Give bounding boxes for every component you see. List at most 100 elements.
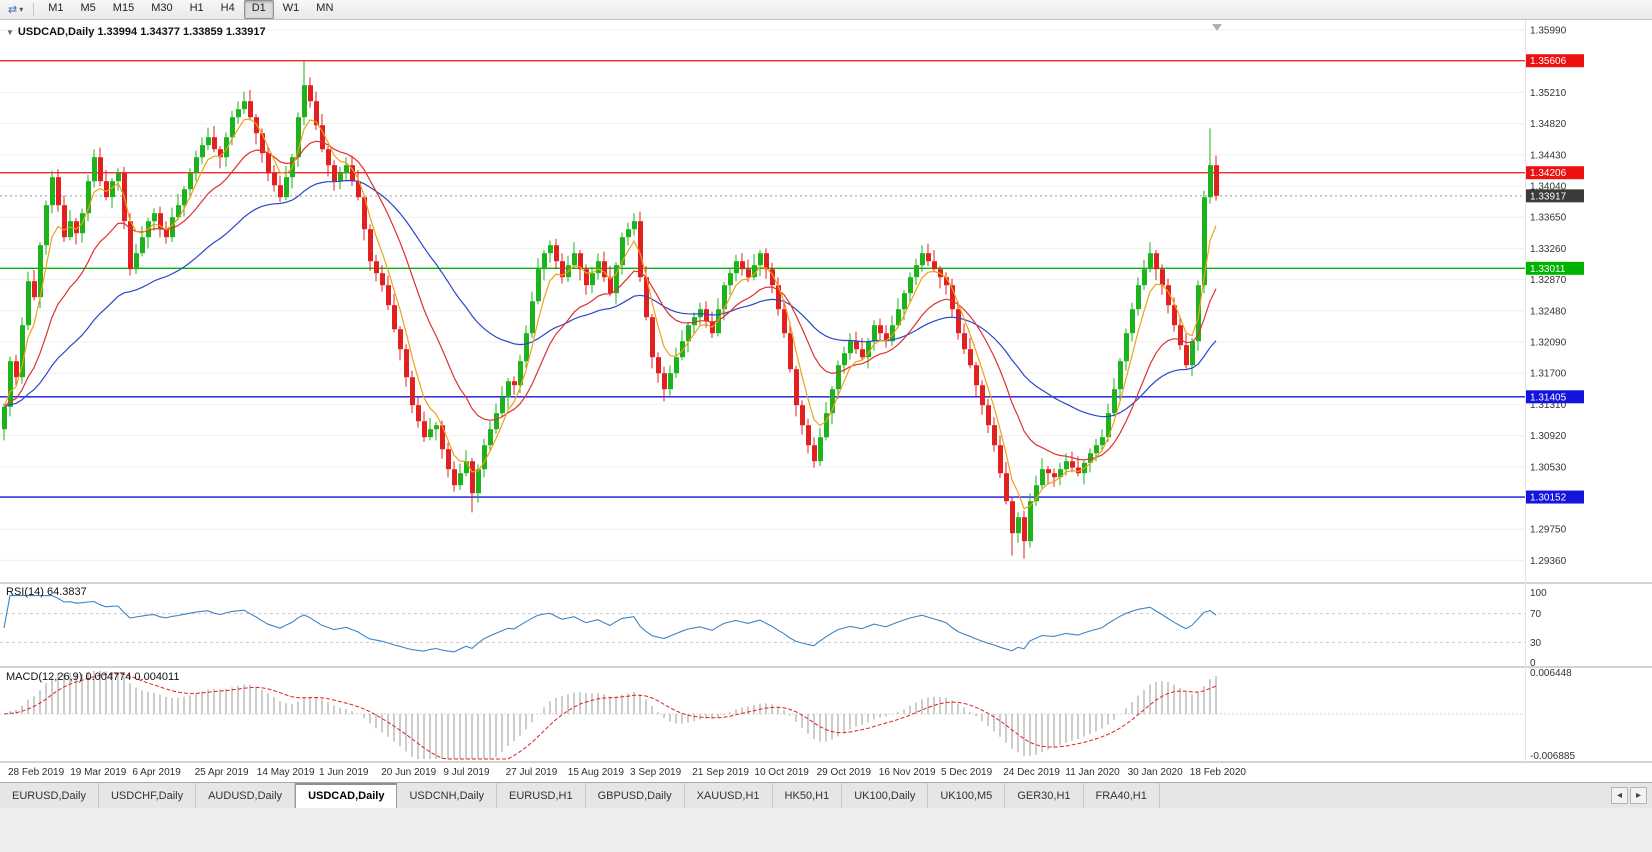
medium-ma-line (3, 140, 1217, 461)
chart-ohlc-text: USDCAD,Daily 1.33994 1.34377 1.33859 1.3… (17, 26, 266, 38)
svg-text:3 Sep 2019: 3 Sep 2019 (630, 767, 682, 778)
svg-text:1.32870: 1.32870 (1530, 275, 1567, 286)
toolbar: ⇄ ▾ M1 M5 M15 M30 H1 H4 D1 W1 MN (0, 0, 1652, 20)
macd-label: MACD(12,26,9) 0.004774 0.004011 (6, 671, 180, 683)
macd-histogram (9, 671, 1217, 759)
time-axis: 28 Feb 2019 19 Mar 2019 6 Apr 2019 25 Apr 2… (8, 767, 1246, 778)
svg-text:29 Oct 2019: 29 Oct 2019 (817, 767, 872, 778)
collapse-triangle-icon[interactable]: ▼ (6, 27, 14, 37)
svg-text:100: 100 (1530, 588, 1547, 599)
svg-text:1.33650: 1.33650 (1530, 213, 1567, 224)
macd-pane: 0.006448 -0.006885 (0, 668, 1575, 762)
ma-lines (3, 118, 1217, 510)
tab-scroll-arrows: ◂ ▸ (1611, 783, 1652, 808)
chart-tools-icon: ⇄ (8, 3, 18, 16)
svg-text:1.35606: 1.35606 (1530, 56, 1567, 67)
chart-tab[interactable]: USDCHF,Daily (99, 783, 197, 808)
svg-text:1.31405: 1.31405 (1530, 392, 1567, 403)
chart-tab[interactable]: AUDUSD,Daily (196, 783, 296, 808)
svg-text:1.35210: 1.35210 (1530, 88, 1567, 99)
svg-text:30 Jan 2020: 30 Jan 2020 (1128, 767, 1183, 778)
svg-text:14 May 2019: 14 May 2019 (257, 767, 315, 778)
svg-text:15 Aug 2019: 15 Aug 2019 (568, 767, 625, 778)
chart-tab[interactable]: XAUUSD,H1 (685, 783, 773, 808)
timeframe-button-m5[interactable]: M5 (80, 2, 96, 14)
chart-canvas[interactable]: 1.35990 1.35210 1.34820 1.34430 1.34040 1.336… (0, 20, 1652, 782)
timeframe-button-d1[interactable]: D1 (243, 0, 274, 19)
chart-tab[interactable]: HK50,H1 (773, 783, 843, 808)
price-axis: 1.35990 1.35210 1.34820 1.34430 1.34040 1.336… (1530, 26, 1567, 567)
candlesticks (2, 60, 1219, 559)
svg-text:0: 0 (1530, 658, 1536, 669)
svg-text:1.34206: 1.34206 (1530, 168, 1567, 179)
svg-text:1.34820: 1.34820 (1530, 119, 1567, 130)
svg-text:24 Dec 2019: 24 Dec 2019 (1003, 767, 1060, 778)
svg-text:25 Apr 2019: 25 Apr 2019 (195, 767, 249, 778)
svg-text:16 Nov 2019: 16 Nov 2019 (879, 767, 936, 778)
chevron-down-icon: ▾ (19, 4, 24, 14)
svg-text:1.29360: 1.29360 (1530, 556, 1567, 567)
svg-text:1.33011: 1.33011 (1530, 264, 1566, 275)
svg-text:1.31310: 1.31310 (1530, 400, 1567, 411)
rsi-label: RSI(14) 64.3837 (6, 586, 87, 598)
tab-scroll-left-button[interactable]: ◂ (1611, 787, 1628, 804)
chart-tab[interactable]: GBPUSD,Daily (586, 783, 685, 808)
price-grid (0, 29, 1525, 561)
chart-tab[interactable]: GER30,H1 (1005, 783, 1084, 808)
macd-signal-line (3, 673, 1217, 760)
rsi-pane: 100 70 30 0 (0, 588, 1547, 669)
svg-text:19 Mar 2019: 19 Mar 2019 (70, 767, 127, 778)
horizontal-levels: 1.35606 1.34206 1.33917 1.33011 1.31405 1.301… (0, 54, 1584, 504)
svg-text:20 Jun 2019: 20 Jun 2019 (381, 767, 436, 778)
svg-text:30: 30 (1530, 638, 1542, 649)
svg-text:10 Oct 2019: 10 Oct 2019 (754, 767, 809, 778)
chart-info-line: ▼ USDCAD,Daily 1.33994 1.34377 1.33859 1… (6, 26, 266, 38)
svg-text:1.30920: 1.30920 (1530, 431, 1567, 442)
svg-text:0.006448: 0.006448 (1530, 668, 1572, 679)
chart-tab-strip: EURUSD,Daily USDCHF,Daily AUDUSD,Daily USDC… (0, 783, 1160, 808)
svg-text:5 Dec 2019: 5 Dec 2019 (941, 767, 993, 778)
chart-tab[interactable]: USDCAD,Daily (295, 783, 398, 808)
rsi-line (3, 595, 1217, 653)
timeframe-button-h4[interactable]: H4 (220, 2, 235, 14)
chart-shift-marker (1212, 24, 1222, 31)
chart-tab[interactable]: FRA40,H1 (1084, 783, 1160, 808)
svg-text:27 Jul 2019: 27 Jul 2019 (506, 767, 558, 778)
svg-text:11 Jan 2020: 11 Jan 2020 (1065, 767, 1120, 778)
timeframe-button-m1[interactable]: M1 (48, 2, 64, 14)
svg-text:18 Feb 2020: 18 Feb 2020 (1190, 767, 1247, 778)
timeframe-button-h1[interactable]: H1 (189, 2, 204, 14)
timeframe-button-mn[interactable]: MN (316, 2, 334, 14)
tab-scroll-right-button[interactable]: ▸ (1630, 787, 1647, 804)
svg-text:1.33260: 1.33260 (1530, 244, 1567, 255)
svg-text:1.30152: 1.30152 (1530, 493, 1567, 504)
svg-text:1.33917: 1.33917 (1530, 191, 1567, 202)
svg-text:1.32480: 1.32480 (1530, 306, 1567, 317)
svg-text:70: 70 (1530, 609, 1542, 620)
svg-text:6 Apr 2019: 6 Apr 2019 (132, 767, 181, 778)
svg-text:1 Jun 2019: 1 Jun 2019 (319, 767, 369, 778)
svg-text:28 Feb 2019: 28 Feb 2019 (8, 767, 65, 778)
fast-ma-line (3, 118, 1217, 510)
chart-tools-button[interactable]: ⇄ ▾ (4, 1, 27, 19)
chart-tab[interactable]: EURUSD,H1 (497, 783, 586, 808)
timeframe-button-m30[interactable]: M30 (151, 2, 173, 14)
svg-text:1.34430: 1.34430 (1530, 150, 1567, 161)
status-strip (0, 808, 1652, 852)
chart-tab[interactable]: UK100,Daily (842, 783, 929, 808)
chart-tab-bar: EURUSD,Daily USDCHF,Daily AUDUSD,Daily USDC… (0, 782, 1652, 808)
svg-text:9 Jul 2019: 9 Jul 2019 (443, 767, 490, 778)
timeframe-button-w1[interactable]: W1 (282, 2, 300, 14)
timeframe-button-m15[interactable]: M15 (112, 2, 135, 14)
chart-tab[interactable]: USDCNH,Daily (397, 783, 498, 808)
toolbar-separator (33, 3, 35, 16)
svg-text:1.31700: 1.31700 (1530, 369, 1567, 380)
svg-text:-0.006885: -0.006885 (1530, 751, 1575, 762)
svg-text:21 Sep 2019: 21 Sep 2019 (692, 767, 749, 778)
chart-tab[interactable]: UK100,M5 (928, 783, 1006, 808)
svg-text:1.34040: 1.34040 (1530, 182, 1567, 193)
slow-ma-line (3, 179, 1217, 418)
svg-text:1.29750: 1.29750 (1530, 525, 1567, 536)
chart-tab[interactable]: EURUSD,Daily (0, 783, 99, 808)
